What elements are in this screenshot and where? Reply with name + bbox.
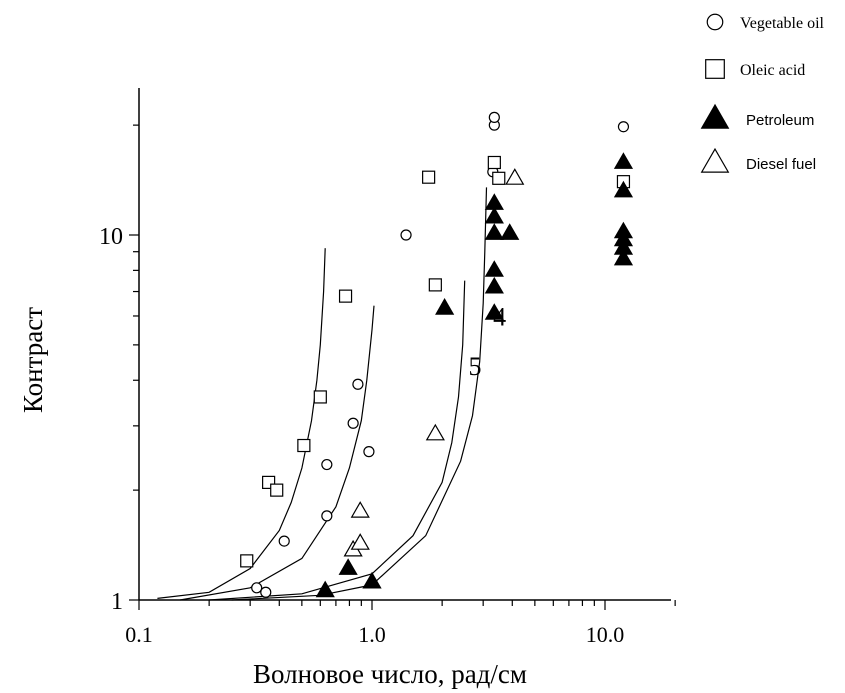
oleic-acid-point [297,438,311,453]
petroleum-point [613,237,634,255]
marker-group [240,111,634,598]
vegetable-oil-point [347,417,359,429]
vegetable-oil-point [321,510,333,522]
oleic-acid-point [338,289,353,303]
oleic-acid-point [487,155,501,170]
petroleum-point [315,580,335,598]
plot-area: 0.1 1.0 10.0 1 10 [99,88,676,647]
diesel-fuel-point [425,423,445,441]
x-tick-label: 0.1 [125,622,153,647]
legend-marker [705,59,725,79]
vegetable-oil-point [251,582,263,594]
petroleum-point [613,221,634,239]
vegetable-oil-point [321,458,333,471]
vegetable-oil-point [488,111,500,123]
petroleum-point [613,152,634,169]
curve-group: 54 [157,187,506,601]
petroleum-point [484,260,504,277]
oleic-acid-point [428,278,442,292]
petroleum-point [613,248,634,266]
legend-label: Petroleum [746,112,814,129]
petroleum-point [435,297,455,315]
vegetable-oil-point [352,378,364,390]
y-axis-label: Контраст [18,307,48,413]
petroleum-point [484,223,504,240]
diesel-fuel-point [505,168,525,185]
y-tick-label: 10 [99,224,123,250]
diesel-fuel-point [350,501,370,518]
x-axis-label: Волновое число, рад/см [253,659,527,689]
model-curve [179,305,375,601]
oleic-acid-point [270,483,284,497]
vegetable-oil-point [363,446,375,458]
vegetable-oil-point [617,121,630,133]
legend-label: Vegetable oil [740,15,825,32]
vegetable-oil-point [400,229,412,241]
oleic-acid-point [492,171,506,185]
vegetable-oil-point [260,586,272,598]
vegetable-oil-point [278,535,290,547]
legend-label: Oleic acid [740,62,805,79]
petroleum-point [484,276,504,294]
petroleum-point [500,223,520,240]
petroleum-point [484,303,504,320]
x-tick-label: 1.0 [358,622,386,647]
petroleum-point [338,558,358,575]
oleic-acid-point [313,390,327,404]
legend-label: Diesel fuel [746,156,816,173]
model-curve [231,187,488,601]
legend: Vegetable oil Oleic acid Petroleum Diesel f… [700,13,825,173]
legend-marker [706,13,724,31]
y-tick-label: 1 [111,589,123,615]
model-curve [157,248,326,599]
petroleum-point [362,571,382,589]
legend-marker [700,103,730,129]
oleic-acid-point [422,170,436,184]
x-tick-label: 10.0 [586,622,625,647]
legend-marker [700,147,730,173]
petroleum-point [613,180,634,198]
diesel-fuel-point [350,533,370,550]
oleic-acid-point [240,554,254,568]
petroleum-point [484,193,504,210]
petroleum-point [484,206,504,224]
